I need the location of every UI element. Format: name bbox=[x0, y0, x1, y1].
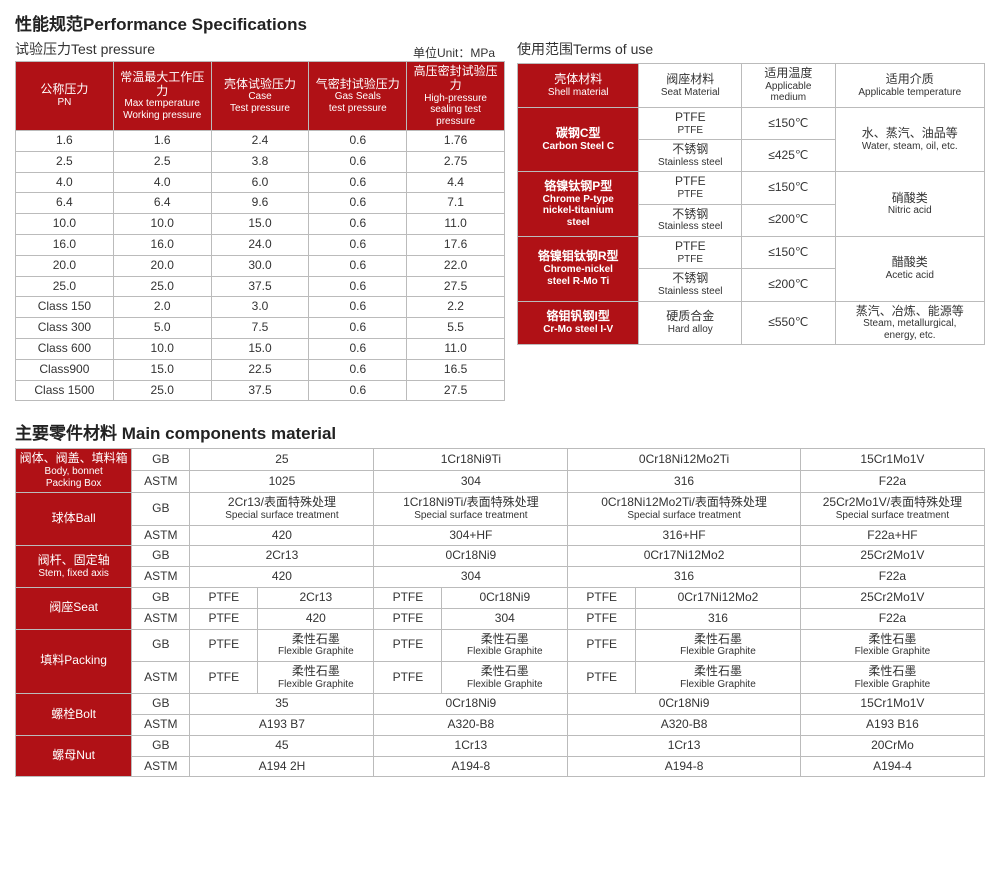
col-medium: 适用介质Applicable temperature bbox=[835, 64, 984, 108]
table-cell: 10.0 bbox=[16, 214, 114, 235]
table-cell: Class900 bbox=[16, 359, 114, 380]
table-cell: 0.6 bbox=[309, 235, 407, 256]
table-cell: 0.6 bbox=[309, 318, 407, 339]
table-cell: Class 150 bbox=[16, 297, 114, 318]
table-cell: 2.75 bbox=[407, 151, 505, 172]
table-cell: 0.6 bbox=[309, 339, 407, 360]
group-chrome-p: 铬镍钛钢P型Chrome P-typenickel-titaniumsteel bbox=[518, 172, 639, 237]
table-cell: 3.0 bbox=[211, 297, 309, 318]
group-chrome-r: 铬镍钼钛钢R型Chrome-nickelsteel R-Mo Ti bbox=[518, 236, 639, 301]
table-cell: 1.76 bbox=[407, 131, 505, 152]
table-cell: 2.5 bbox=[113, 151, 211, 172]
table-cell: 24.0 bbox=[211, 235, 309, 256]
table-cell: 16.0 bbox=[113, 235, 211, 256]
col-pn: 公称压力PN bbox=[16, 62, 114, 131]
table-cell: 25.0 bbox=[113, 380, 211, 401]
table-cell: 0.6 bbox=[309, 297, 407, 318]
table-cell: 15.0 bbox=[211, 214, 309, 235]
table-cell: 10.0 bbox=[113, 339, 211, 360]
test-pressure-title: 试验压力Test pressure bbox=[15, 39, 155, 59]
table-cell: Class 1500 bbox=[16, 380, 114, 401]
table-cell: 6.4 bbox=[16, 193, 114, 214]
table-cell: 22.5 bbox=[211, 359, 309, 380]
main-comp-title: 主要零件材料 Main components material bbox=[15, 419, 985, 444]
table-cell: 15.0 bbox=[113, 359, 211, 380]
table-cell: 0.6 bbox=[309, 172, 407, 193]
table-cell: 5.5 bbox=[407, 318, 505, 339]
table-cell: Class 300 bbox=[16, 318, 114, 339]
table-cell: 20.0 bbox=[113, 255, 211, 276]
row-bolt: 螺栓Bolt bbox=[16, 694, 132, 736]
table-cell: 2.2 bbox=[407, 297, 505, 318]
table-cell: 25.0 bbox=[16, 276, 114, 297]
col-shell: 壳体材料Shell material bbox=[518, 64, 639, 108]
perf-spec-title: 性能规范Performance Specifications bbox=[15, 10, 985, 35]
table-cell: 2.0 bbox=[113, 297, 211, 318]
table-cell: 0.6 bbox=[309, 131, 407, 152]
table-cell: 16.0 bbox=[16, 235, 114, 256]
col-seat: 阀座材料Seat Material bbox=[639, 64, 742, 108]
table-cell: 11.0 bbox=[407, 339, 505, 360]
table-cell: 37.5 bbox=[211, 276, 309, 297]
col-case: 壳体试验压力CaseTest pressure bbox=[211, 62, 309, 131]
table-cell: 30.0 bbox=[211, 255, 309, 276]
table-cell: 0.6 bbox=[309, 214, 407, 235]
table-cell: 10.0 bbox=[113, 214, 211, 235]
group-cr-mo: 铬钼钒钢I型Cr-Mo steel I-V bbox=[518, 301, 639, 345]
table-cell: 4.0 bbox=[113, 172, 211, 193]
row-seat: 阀座Seat bbox=[16, 587, 132, 629]
table-cell: 6.4 bbox=[113, 193, 211, 214]
table-cell: Class 600 bbox=[16, 339, 114, 360]
table-cell: 5.0 bbox=[113, 318, 211, 339]
row-stem: 阀杆、固定轴Stem, fixed axis bbox=[16, 546, 132, 588]
unit-label: 单位Unit：MPa bbox=[413, 44, 505, 61]
table-cell: 9.6 bbox=[211, 193, 309, 214]
main-components-table: 阀体、阀盖、填料箱Body, bonnetPacking Box GB 25 1… bbox=[15, 448, 985, 777]
row-ball: 球体Ball bbox=[16, 493, 132, 546]
test-pressure-table: 公称压力PN 常温最大工作压力Max temperatureWorking pr… bbox=[15, 61, 505, 401]
table-cell: 3.8 bbox=[211, 151, 309, 172]
col-gas: 气密封试验压力Gas Sealstest pressure bbox=[309, 62, 407, 131]
table-cell: 27.5 bbox=[407, 380, 505, 401]
table-cell: 0.6 bbox=[309, 359, 407, 380]
terms-of-use-title: 使用范围Terms of use bbox=[517, 39, 985, 59]
group-carbon: 碳钢C型Carbon Steel C bbox=[518, 107, 639, 172]
table-cell: 37.5 bbox=[211, 380, 309, 401]
table-cell: 7.5 bbox=[211, 318, 309, 339]
table-cell: 2.5 bbox=[16, 151, 114, 172]
table-cell: 0.6 bbox=[309, 255, 407, 276]
table-cell: 22.0 bbox=[407, 255, 505, 276]
table-cell: 4.4 bbox=[407, 172, 505, 193]
col-maxtemp: 常温最大工作压力Max temperatureWorking pressure bbox=[113, 62, 211, 131]
table-cell: 16.5 bbox=[407, 359, 505, 380]
row-packing: 填料Packing bbox=[16, 629, 132, 694]
table-cell: 0.6 bbox=[309, 380, 407, 401]
table-cell: 20.0 bbox=[16, 255, 114, 276]
table-cell: 0.6 bbox=[309, 193, 407, 214]
table-cell: 2.4 bbox=[211, 131, 309, 152]
table-cell: 11.0 bbox=[407, 214, 505, 235]
table-cell: 25.0 bbox=[113, 276, 211, 297]
table-cell: 17.6 bbox=[407, 235, 505, 256]
row-nut: 螺母Nut bbox=[16, 735, 132, 777]
terms-of-use-table: 壳体材料Shell material 阀座材料Seat Material 适用温… bbox=[517, 63, 985, 345]
row-body: 阀体、阀盖、填料箱Body, bonnetPacking Box bbox=[16, 449, 132, 493]
table-cell: 0.6 bbox=[309, 151, 407, 172]
col-temp: 适用温度Applicablemedium bbox=[742, 64, 835, 108]
col-hp: 高压密封试验压力High-pressuresealing testpressur… bbox=[407, 62, 505, 131]
table-cell: 27.5 bbox=[407, 276, 505, 297]
table-cell: 6.0 bbox=[211, 172, 309, 193]
table-cell: 1.6 bbox=[16, 131, 114, 152]
table-cell: 0.6 bbox=[309, 276, 407, 297]
table-cell: 4.0 bbox=[16, 172, 114, 193]
table-cell: 1.6 bbox=[113, 131, 211, 152]
table-cell: 15.0 bbox=[211, 339, 309, 360]
table-cell: 7.1 bbox=[407, 193, 505, 214]
